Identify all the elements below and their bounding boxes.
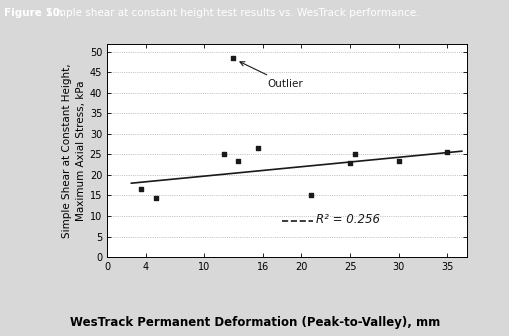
Point	[137, 187, 145, 192]
Y-axis label: Simple Shear at Constant Height,
Maximum Axial Stress, kPa: Simple Shear at Constant Height, Maximum…	[62, 63, 86, 238]
Point	[345, 160, 353, 165]
Text: WesTrack Permanent Deformation (Peak-to-Valley), mm: WesTrack Permanent Deformation (Peak-to-…	[70, 316, 439, 329]
Text: R² = 0.256: R² = 0.256	[316, 213, 379, 226]
Point	[151, 195, 159, 200]
Point	[306, 193, 315, 198]
Point	[394, 158, 402, 163]
Text: Simple shear at constant height test results vs. WesTrack performance.: Simple shear at constant height test res…	[43, 8, 419, 17]
Point	[350, 152, 358, 157]
Point	[229, 55, 237, 61]
Text: Outlier: Outlier	[240, 62, 302, 89]
Text: Figure 10.: Figure 10.	[4, 8, 64, 17]
Point	[253, 145, 261, 151]
Point	[442, 150, 450, 155]
Point	[234, 158, 242, 163]
Point	[219, 152, 228, 157]
